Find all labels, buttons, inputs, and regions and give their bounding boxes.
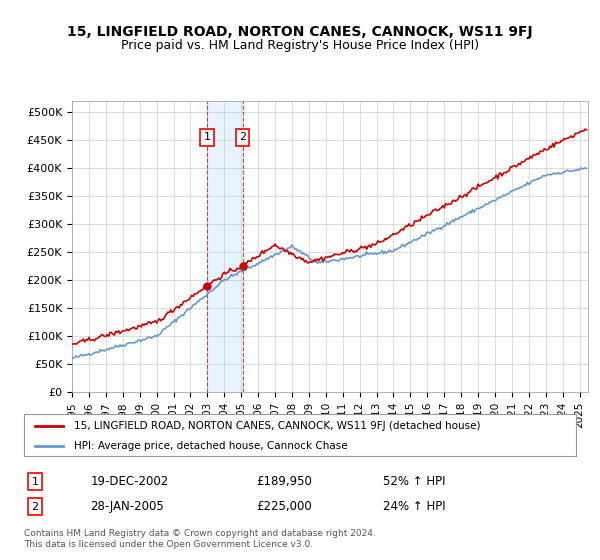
Text: 2: 2 (239, 132, 246, 142)
Bar (207, 101, 242, 392)
Text: 28-JAN-2005: 28-JAN-2005 (90, 500, 164, 514)
Text: 52% ↑ HPI: 52% ↑ HPI (383, 475, 445, 488)
Text: £225,000: £225,000 (256, 500, 311, 514)
Text: 15, LINGFIELD ROAD, NORTON CANES, CANNOCK, WS11 9FJ: 15, LINGFIELD ROAD, NORTON CANES, CANNOC… (67, 25, 533, 39)
Text: HPI: Average price, detached house, Cannock Chase: HPI: Average price, detached house, Cann… (74, 441, 347, 451)
Text: 15, LINGFIELD ROAD, NORTON CANES, CANNOCK, WS11 9FJ (detached house): 15, LINGFIELD ROAD, NORTON CANES, CANNOC… (74, 421, 480, 431)
Text: 24% ↑ HPI: 24% ↑ HPI (383, 500, 445, 514)
Text: 19-DEC-2002: 19-DEC-2002 (90, 475, 169, 488)
Text: £189,950: £189,950 (256, 475, 312, 488)
Text: 1: 1 (203, 132, 211, 142)
Text: Contains HM Land Registry data © Crown copyright and database right 2024.
This d: Contains HM Land Registry data © Crown c… (24, 529, 376, 549)
Text: 2: 2 (31, 502, 38, 512)
Text: Price paid vs. HM Land Registry's House Price Index (HPI): Price paid vs. HM Land Registry's House … (121, 39, 479, 52)
Text: 1: 1 (32, 477, 38, 487)
